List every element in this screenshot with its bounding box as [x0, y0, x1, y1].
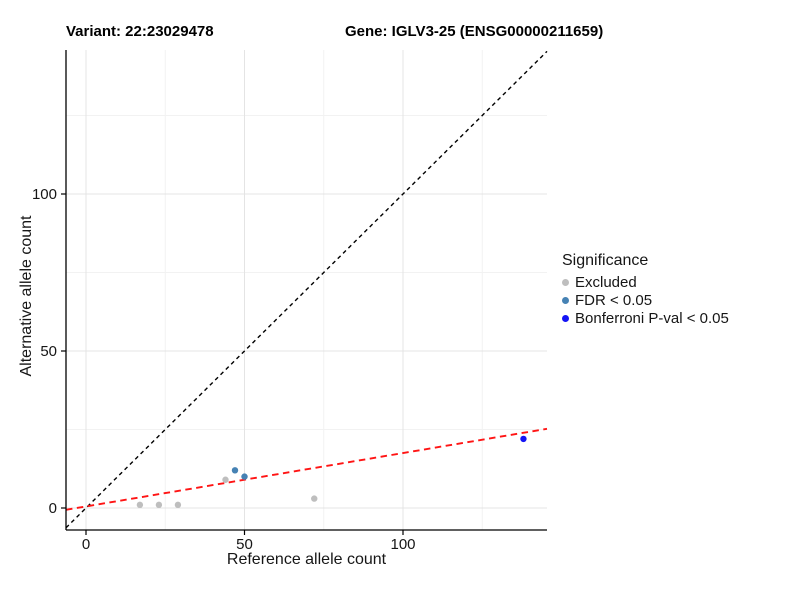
y-tick-label: 100 [32, 186, 57, 203]
legend-item: FDR < 0.05 [562, 291, 729, 309]
tick-labels: 0 50 100 0 50 100 [32, 186, 416, 553]
legend-title: Significance [562, 252, 649, 269]
legend-items: Excluded FDR < 0.05 Bonferroni P-val < 0.0… [562, 273, 729, 327]
legend-key-dot [562, 314, 569, 322]
y-axis-title: Alternative allele count [18, 215, 35, 377]
data-point [241, 473, 248, 480]
data-point [155, 501, 163, 509]
legend-key-dot [562, 296, 569, 304]
x-tick-label: 50 [236, 536, 253, 553]
x-tick-label: 0 [82, 536, 90, 553]
legend: Significance Excluded FDR < 0.05 Bonferron… [562, 252, 729, 327]
axes [65, 50, 547, 531]
data-point [222, 476, 229, 483]
data-point [136, 501, 144, 509]
legend-item-label: FDR < 0.05 [575, 291, 653, 309]
legend-item: Excluded [562, 273, 729, 291]
legend-key-dot [562, 278, 569, 286]
data-point [311, 495, 318, 502]
regression-line [65, 427, 548, 511]
x-tick-label: 100 [390, 536, 415, 553]
gridlines-minor [66, 50, 547, 530]
legend-item-label: Bonferroni P-val < 0.05 [575, 309, 729, 327]
y-tick-label: 50 [40, 343, 57, 360]
legend-item-label: Excluded [575, 273, 637, 291]
gridlines-major [66, 50, 547, 530]
gene-title: Gene: IGLV3-25 (ENSG00000211659) [345, 23, 604, 40]
data-point [174, 501, 182, 509]
legend-item: Bonferroni P-val < 0.05 [562, 309, 729, 327]
tick-marks [61, 193, 404, 535]
x-axis-title: Reference allele count [226, 551, 387, 568]
data-points [136, 435, 527, 509]
data-point [520, 435, 527, 443]
data-point [231, 467, 239, 474]
reference-lines [65, 50, 548, 529]
identity-line [65, 50, 548, 529]
y-tick-label: 0 [49, 500, 57, 517]
variant-title: Variant: 22:23029478 [66, 23, 214, 40]
